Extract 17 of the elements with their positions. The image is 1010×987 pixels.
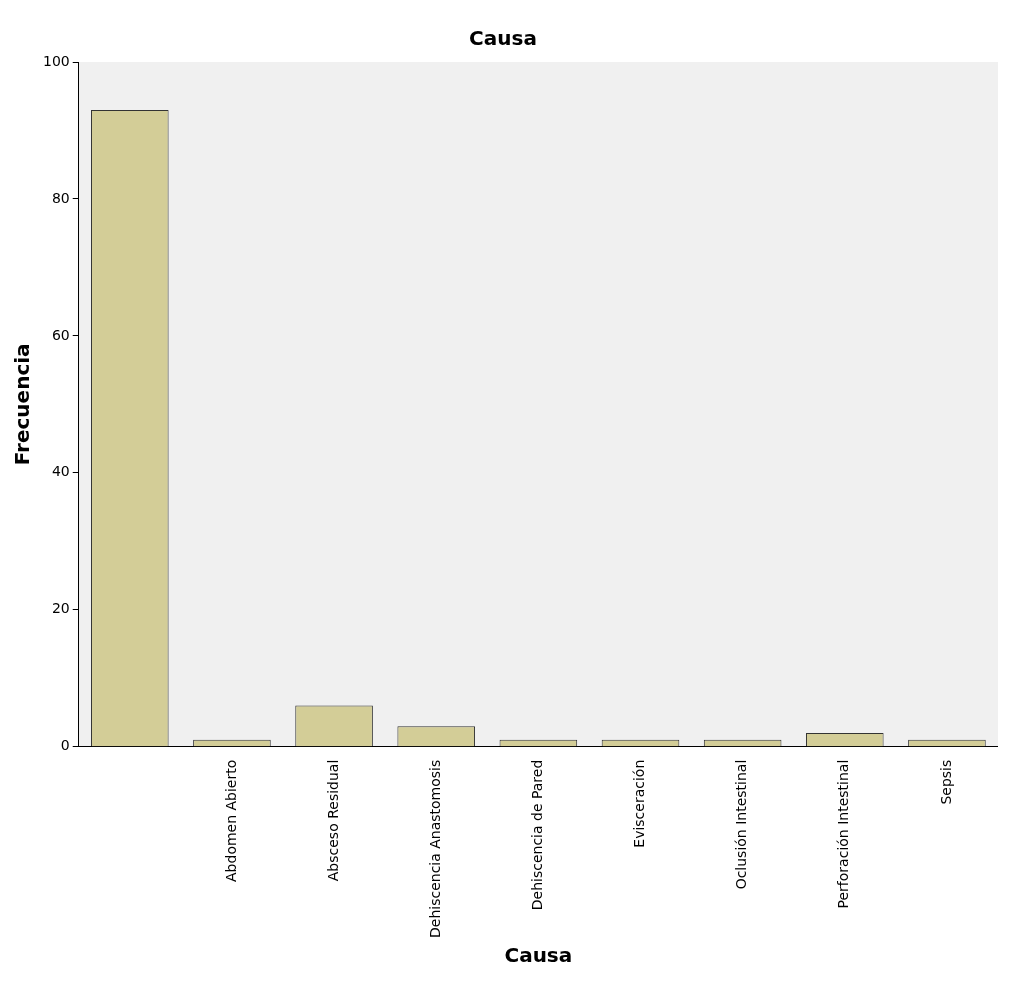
y-axis-title: Frecuencia <box>10 343 35 466</box>
y-tick-label: 40 <box>51 463 70 480</box>
chart-title: Causa <box>469 26 537 51</box>
y-tick-label: 100 <box>42 52 70 69</box>
x-tick-label: Absceso Residual <box>324 759 341 882</box>
x-tick-label: Perforación Intestinal <box>835 759 852 909</box>
x-tick-label: Evisceración <box>631 759 648 848</box>
x-tick-label: Dehiscencia de Pared <box>529 759 545 911</box>
x-tick-label: Sepsis <box>937 759 954 805</box>
x-tick-label: Dehiscencia Anastomosis <box>426 759 443 938</box>
x-tick-label: Abdomen Abierto <box>222 759 239 882</box>
y-tick-label: 0 <box>60 737 70 754</box>
y-tick-label: 80 <box>51 189 70 206</box>
y-tick-label: 60 <box>51 326 70 343</box>
y-tick-label: 20 <box>51 600 70 617</box>
x-axis-title: Causa <box>504 943 573 968</box>
x-tick-label: Oclusión Intestinal <box>733 759 750 890</box>
